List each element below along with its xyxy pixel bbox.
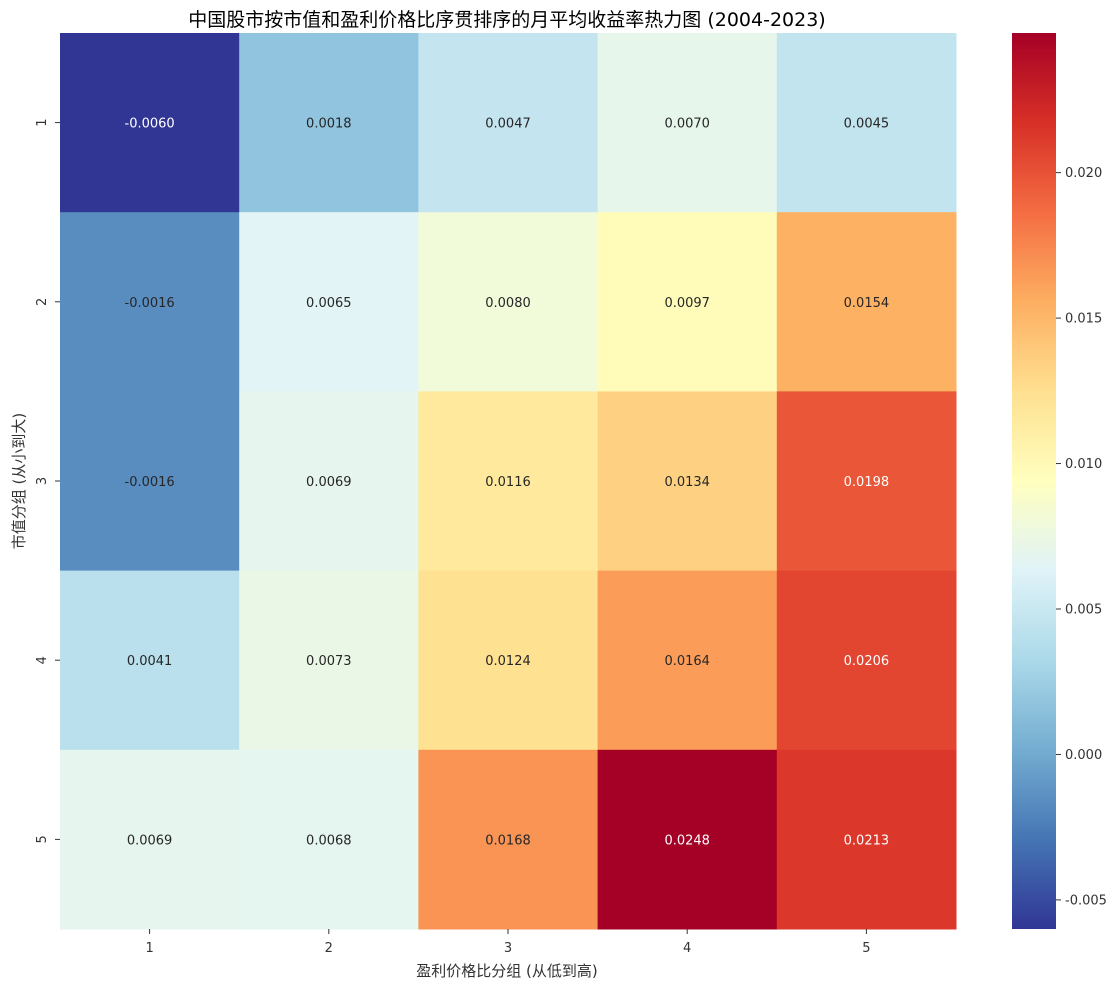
cell-value-label: 0.0164 xyxy=(664,654,710,669)
colorbar-ticks: -0.005 0.000 0.005 0.010 0.015 0.020 xyxy=(1056,166,1107,908)
cell-value-label: 0.0206 xyxy=(844,654,890,669)
cell-value-label: -0.0016 xyxy=(125,475,175,490)
colorbar-tick-label: 0.010 xyxy=(1065,457,1102,472)
heatmap-cell-r1-c1 xyxy=(60,33,240,213)
cell-value-label: 0.0018 xyxy=(306,117,352,132)
heatmap-cell-r5-c2 xyxy=(239,749,419,930)
x-axis-ticks: 1 2 3 4 5 xyxy=(145,929,871,956)
x-tick-label: 3 xyxy=(504,941,512,956)
cell-value-label: 0.0116 xyxy=(485,475,531,490)
heatmap-cell-r1-c4 xyxy=(597,33,778,213)
cell-value-label: 0.0080 xyxy=(485,296,531,311)
cell-value-label: 0.0168 xyxy=(485,833,531,848)
cell-value-label: 0.0213 xyxy=(844,833,890,848)
cell-value-label: 0.0045 xyxy=(844,117,890,132)
heatmap-cell-r5-c1 xyxy=(60,749,240,930)
heatmap-cell-r2-c3 xyxy=(418,212,599,392)
heatmap-cell-r3-c2 xyxy=(239,391,419,572)
cell-value-label: 0.0065 xyxy=(306,296,352,311)
y-tick-label: 4 xyxy=(35,656,50,664)
heatmap-cells: -0.0060 0.0018 0.0047 0.0070 0.0045 -0.0016 0.… xyxy=(60,33,957,930)
heatmap-cell-r5-c3 xyxy=(418,749,599,930)
x-tick-label: 2 xyxy=(325,941,333,956)
heatmap-cell-r2-c2 xyxy=(239,212,419,392)
cell-value-label: 0.0069 xyxy=(127,833,173,848)
heatmap-cell-r3-c5 xyxy=(776,391,957,572)
y-tick-label: 1 xyxy=(35,118,50,126)
heatmap-cell-r3-c1 xyxy=(60,391,240,572)
heatmap-cell-r5-c4 xyxy=(597,749,778,930)
heatmap-cell-r2-c5 xyxy=(776,212,957,392)
cell-value-label: 0.0248 xyxy=(664,833,710,848)
x-tick-label: 4 xyxy=(683,941,691,956)
cell-value-label: 0.0047 xyxy=(485,117,531,132)
heatmap-cell-r5-c5 xyxy=(776,749,957,930)
x-tick-label: 1 xyxy=(145,941,153,956)
cell-value-label: 0.0198 xyxy=(844,475,890,490)
colorbar xyxy=(1012,33,1056,929)
cell-value-label: 0.0070 xyxy=(664,117,710,132)
colorbar-tick-label: -0.005 xyxy=(1065,893,1107,908)
cell-value-label: 0.0124 xyxy=(485,654,531,669)
cell-value-label: 0.0069 xyxy=(306,475,352,490)
colorbar-tick-label: 0.020 xyxy=(1065,166,1102,181)
y-tick-label: 2 xyxy=(35,298,50,306)
cell-value-label: 0.0097 xyxy=(664,296,710,311)
cell-value-label: 0.0134 xyxy=(664,475,710,490)
y-tick-label: 3 xyxy=(35,477,50,485)
cell-value-label: 0.0041 xyxy=(127,654,173,669)
heatmap-cell-r2-c1 xyxy=(60,212,240,392)
colorbar-tick-label: 0.015 xyxy=(1065,312,1102,327)
cell-value-label: -0.0016 xyxy=(125,296,175,311)
heatmap-cell-r4-c3 xyxy=(418,570,599,751)
heatmap-cell-r2-c4 xyxy=(597,212,778,392)
heatmap-cell-r1-c3 xyxy=(418,33,599,213)
y-tick-label: 5 xyxy=(35,835,50,843)
heatmap-cell-r1-c2 xyxy=(239,33,419,213)
heatmap-cell-r4-c5 xyxy=(776,570,957,751)
cell-value-label: 0.0073 xyxy=(306,654,352,669)
heatmap-cell-r4-c2 xyxy=(239,570,419,751)
colorbar-tick-label: 0.000 xyxy=(1065,748,1102,763)
chart-title: 中国股市按市值和盈利价格比序贯排序的月平均收益率热力图 (2004-2023) xyxy=(188,9,825,31)
heatmap-cell-r4-c4 xyxy=(597,570,778,751)
cell-value-label: 0.0154 xyxy=(844,296,890,311)
cell-value-label: 0.0068 xyxy=(306,833,352,848)
heatmap-cell-r1-c5 xyxy=(776,33,957,213)
heatmap-cell-r3-c4 xyxy=(597,391,778,572)
x-axis-label: 盈利价格比分组 (从低到高) xyxy=(416,962,597,980)
colorbar-tick-label: 0.005 xyxy=(1065,603,1102,618)
heatmap-cell-r4-c1 xyxy=(60,570,240,751)
y-axis-label: 市值分组 (从小到大) xyxy=(10,413,28,549)
heatmap-cell-r3-c3 xyxy=(418,391,599,572)
y-axis-ticks: 1 2 3 4 5 xyxy=(35,118,60,844)
cell-value-label: -0.0060 xyxy=(125,117,175,132)
x-tick-label: 5 xyxy=(862,941,870,956)
